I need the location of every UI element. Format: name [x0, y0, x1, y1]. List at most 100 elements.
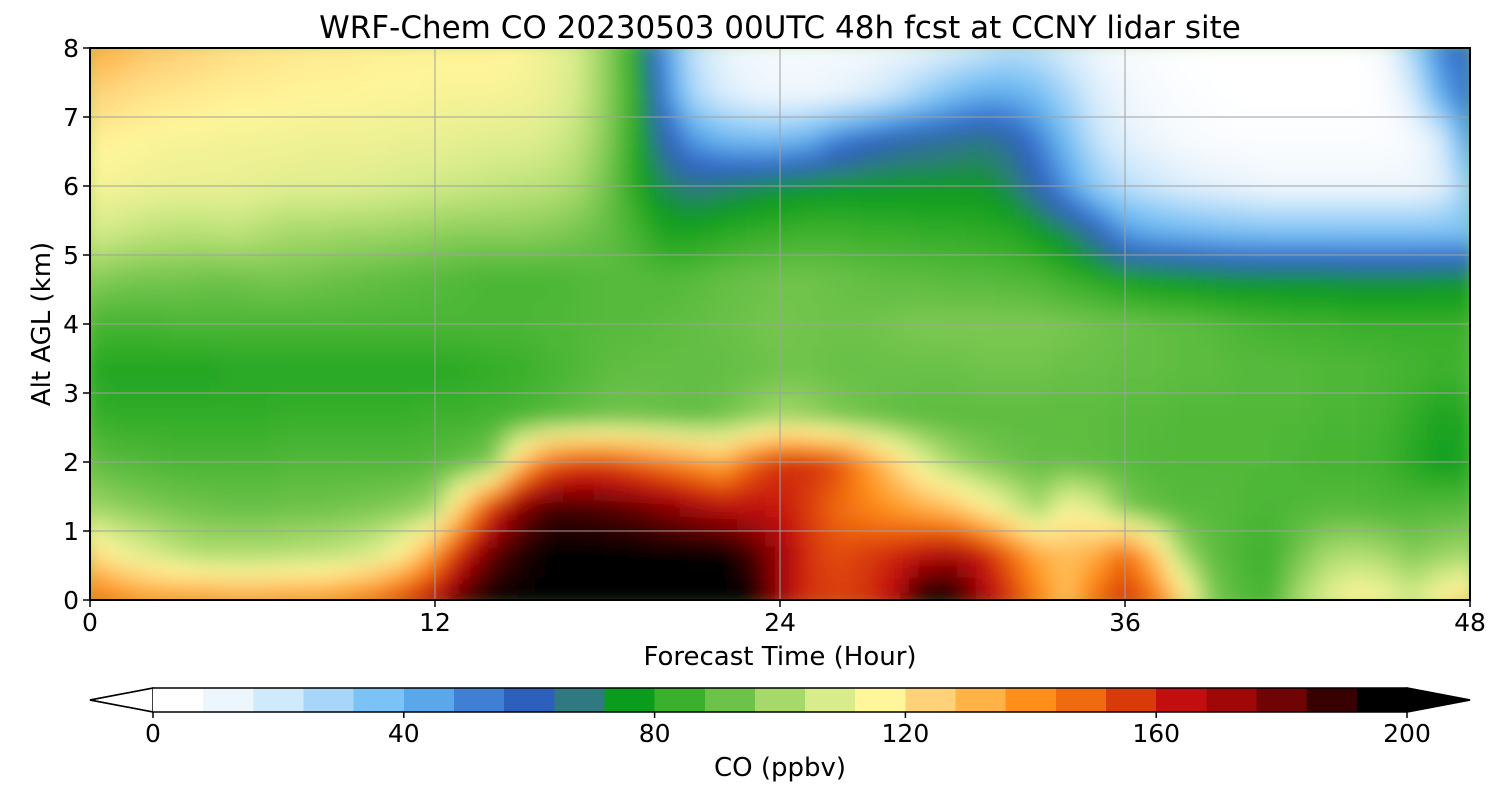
- heatmap-cell: [1464, 591, 1470, 600]
- heatmap-cell: [602, 147, 613, 164]
- heatmap-cell: [381, 208, 393, 225]
- heatmap-cell: [650, 116, 661, 133]
- heatmap-cell: [1464, 193, 1470, 210]
- heatmap-cell: [1129, 561, 1140, 578]
- heatmap-cell: [343, 377, 355, 394]
- heatmap-cell: [995, 223, 1006, 241]
- heatmap-cell: [218, 561, 230, 578]
- heatmap-cell: [1445, 499, 1457, 517]
- heatmap-cell: [1033, 223, 1045, 241]
- heatmap-cell: [305, 530, 316, 547]
- heatmap-cell: [90, 116, 96, 133]
- heatmap-cell: [669, 561, 680, 578]
- heatmap-cell: [515, 223, 527, 241]
- heatmap-cell: [1263, 223, 1275, 241]
- heatmap-cell: [1196, 591, 1207, 600]
- heatmap-cell: [458, 193, 470, 210]
- heatmap-cell: [190, 438, 201, 455]
- heatmap-cell: [276, 407, 287, 425]
- heatmap-cell: [305, 361, 316, 379]
- heatmap-cell: [1244, 208, 1255, 225]
- heatmap-cell: [1445, 438, 1457, 455]
- heatmap-cell: [1110, 208, 1121, 225]
- heatmap-cell: [333, 576, 345, 593]
- heatmap-cell: [218, 469, 230, 486]
- heatmap-cell: [381, 223, 393, 241]
- heatmap-cell: [276, 361, 287, 379]
- heatmap-cell: [851, 392, 862, 409]
- heatmap-cell: [1426, 162, 1437, 179]
- heatmap-cell: [1349, 377, 1361, 394]
- heatmap-cell: [1062, 331, 1073, 348]
- heatmap-cell: [611, 147, 623, 164]
- heatmap-cell: [1349, 346, 1361, 363]
- heatmap-cell: [400, 269, 412, 287]
- heatmap-cell: [353, 223, 364, 241]
- heatmap-cell: [966, 208, 977, 225]
- heatmap-cell: [1100, 392, 1112, 409]
- heatmap-cell: [1378, 331, 1390, 348]
- heatmap-cell: [132, 300, 144, 317]
- heatmap-cell: [324, 101, 335, 118]
- heatmap-cell: [506, 116, 517, 133]
- heatmap-cell: [228, 269, 240, 287]
- heatmap-cell: [956, 392, 968, 409]
- heatmap-cell: [496, 116, 508, 133]
- heatmap-cell: [765, 469, 776, 486]
- heatmap-cell: [1263, 85, 1275, 103]
- heatmap-cell: [966, 530, 977, 547]
- heatmap-cell: [1186, 438, 1198, 455]
- heatmap-cell: [190, 131, 201, 149]
- heatmap-cell: [573, 208, 585, 225]
- heatmap-cell: [1043, 208, 1054, 225]
- heatmap-cell: [1301, 530, 1313, 547]
- heatmap-cell: [1043, 361, 1054, 379]
- heatmap-cell: [698, 85, 709, 103]
- heatmap-cell: [439, 530, 450, 547]
- heatmap-cell: [975, 254, 987, 271]
- heatmap-cell: [544, 208, 556, 225]
- heatmap-cell: [899, 116, 910, 133]
- heatmap-cell: [1426, 407, 1437, 425]
- heatmap-cell: [362, 254, 374, 271]
- heatmap-cell: [190, 70, 201, 87]
- heatmap-cell: [602, 499, 613, 517]
- heatmap-cell: [995, 469, 1006, 486]
- heatmap-cell: [602, 545, 613, 563]
- heatmap-cell: [803, 346, 815, 363]
- heatmap-cell: [841, 438, 853, 455]
- heatmap-cell: [698, 131, 709, 149]
- heatmap-cell: [353, 361, 364, 379]
- heatmap-cell: [1292, 469, 1303, 486]
- heatmap-cell: [180, 561, 192, 578]
- heatmap-cell: [995, 484, 1006, 501]
- heatmap-cell: [132, 131, 144, 149]
- heatmap-cell: [918, 484, 930, 501]
- heatmap-cell: [832, 377, 843, 394]
- heatmap-cell: [1177, 392, 1188, 409]
- heatmap-cell: [496, 193, 508, 210]
- heatmap-cell: [1340, 407, 1351, 425]
- heatmap-cell: [506, 300, 517, 317]
- heatmap-cell: [1004, 545, 1016, 563]
- heatmap-cell: [870, 530, 882, 547]
- heatmap-cell: [238, 576, 249, 593]
- heatmap-cell: [314, 469, 326, 486]
- heatmap-cell: [717, 530, 728, 547]
- heatmap-cell: [238, 591, 249, 600]
- heatmap-cell: [1215, 377, 1227, 394]
- heatmap-cell: [880, 331, 891, 348]
- heatmap-cell: [295, 591, 307, 600]
- heatmap-cell: [765, 162, 776, 179]
- heatmap-cell: [1052, 208, 1064, 225]
- heatmap-cell: [1062, 223, 1073, 241]
- heatmap-cell: [218, 377, 230, 394]
- heatmap-cell: [918, 331, 930, 348]
- heatmap-cell: [947, 116, 958, 133]
- heatmap-cell: [123, 438, 134, 455]
- heatmap-cell: [947, 239, 958, 256]
- heatmap-cell: [285, 269, 297, 287]
- heatmap-cell: [1282, 223, 1294, 241]
- heatmap-cell: [142, 300, 153, 317]
- heatmap-cell: [630, 116, 642, 133]
